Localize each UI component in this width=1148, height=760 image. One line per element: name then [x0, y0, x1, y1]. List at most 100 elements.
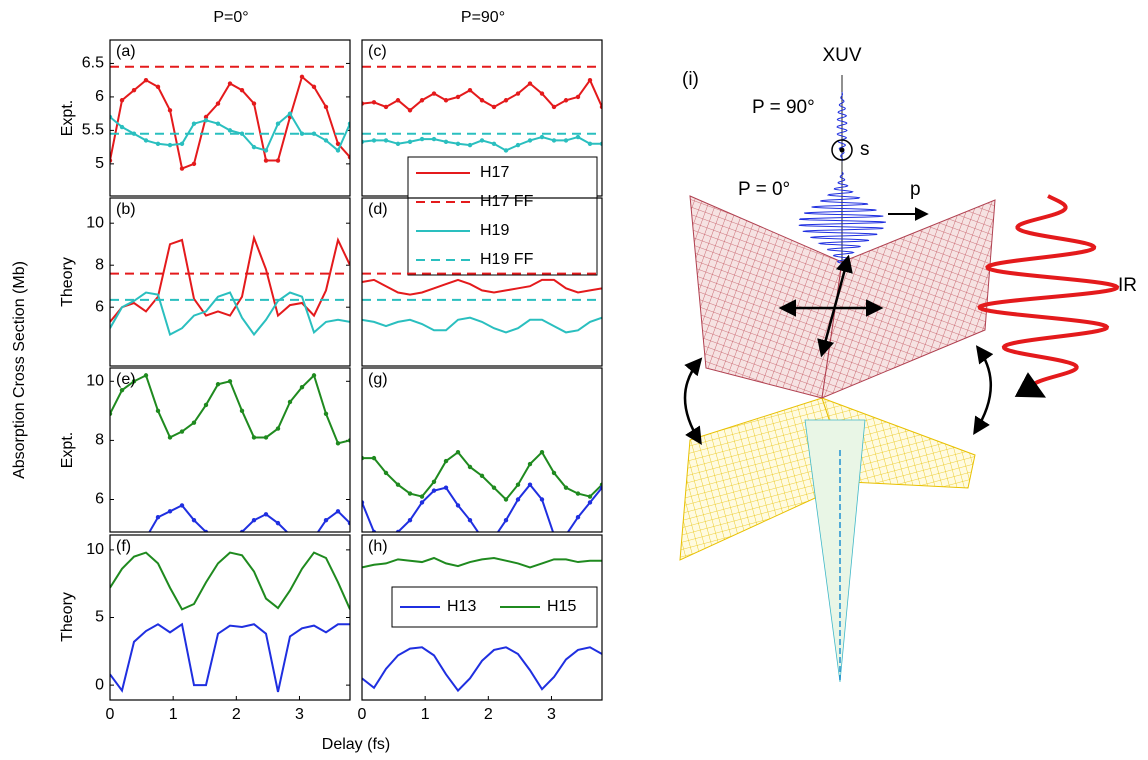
data-point: [407, 139, 413, 144]
data-point: [551, 470, 557, 476]
data-point: [275, 121, 281, 126]
panel-label: (g): [368, 371, 388, 388]
data-point: [251, 101, 257, 106]
panel-label: (b): [116, 201, 136, 218]
data-point: [539, 134, 545, 140]
data-point: [119, 387, 125, 393]
data-point: [228, 542, 232, 546]
data-point: [539, 497, 545, 502]
data-point: [455, 450, 461, 455]
legend-label: H17: [480, 164, 509, 181]
s-symbol-dot: [839, 147, 845, 153]
data-point: [563, 138, 569, 143]
panel-label: (h): [368, 538, 388, 555]
polarization-label: P = 0°: [738, 179, 790, 200]
data-point: [335, 141, 341, 146]
data-point: [251, 435, 257, 440]
x-tick-label: 1: [169, 706, 178, 723]
series-line: [362, 556, 602, 569]
data-point: [167, 509, 173, 514]
panel-frame: [361, 367, 603, 533]
data-point: [216, 539, 220, 543]
panel-frame: [109, 39, 351, 197]
data-point: [479, 473, 485, 479]
data-point: [587, 500, 593, 505]
data-point: [131, 379, 137, 384]
data-point: [167, 108, 173, 113]
data-point: [143, 138, 149, 143]
data-point: [191, 121, 197, 126]
data-point: [335, 148, 341, 153]
plot-area: [110, 234, 350, 337]
polarization-label: P = 90°: [752, 97, 815, 118]
data-point: [395, 98, 401, 103]
data-point: [503, 517, 509, 523]
data-point: [575, 94, 581, 100]
plot-area: [362, 65, 602, 153]
plot-area: [362, 450, 602, 540]
data-point: [515, 91, 521, 96]
y-axis-title: Absorption Cross Section (Mb): [11, 261, 28, 479]
x-tick-label: 3: [295, 706, 304, 723]
data-point: [575, 491, 581, 496]
y-tick-label: 10: [86, 373, 104, 390]
data-point: [480, 536, 484, 540]
column-title: P=0°: [213, 9, 248, 26]
s-symbol: [831, 139, 853, 161]
y-tick-label: 0: [95, 676, 104, 693]
data-point: [527, 482, 533, 487]
data-point: [251, 144, 257, 150]
data-point: [491, 485, 497, 490]
data-point: [575, 515, 581, 520]
data-point: [515, 142, 521, 148]
row-label: Theory: [59, 257, 76, 307]
row-label: Expt.: [59, 100, 76, 136]
series-line: [110, 234, 350, 323]
data-point: [323, 411, 329, 417]
data-point: [215, 121, 221, 126]
data-point: [239, 408, 245, 414]
plot-area: [362, 272, 602, 334]
data-point: [383, 470, 389, 476]
data-point: [335, 441, 341, 446]
legend-label: H15: [547, 598, 576, 615]
data-point: [443, 458, 449, 464]
y-tick-label: 6: [95, 298, 104, 315]
data-point: [455, 141, 461, 146]
data-point: [395, 482, 401, 487]
data-point: [455, 503, 461, 508]
data-point: [479, 98, 485, 103]
data-point: [515, 482, 521, 487]
data-point: [263, 148, 269, 153]
y-tick-label: 10: [86, 214, 104, 231]
data-point: [155, 84, 161, 90]
data-point: [335, 509, 341, 514]
data-point: [503, 497, 509, 502]
funnel: [804, 419, 866, 683]
data-point: [479, 138, 485, 143]
data-point: [587, 77, 593, 83]
data-point: [215, 382, 221, 387]
data-point: [227, 379, 233, 384]
data-point: [179, 166, 185, 171]
data-point: [467, 464, 473, 470]
data-point: [492, 536, 496, 540]
data-point: [563, 485, 569, 490]
data-point: [144, 536, 148, 540]
data-point: [143, 373, 149, 378]
data-point: [299, 131, 305, 136]
data-point: [491, 104, 497, 110]
data-point: [191, 420, 197, 425]
data-point: [251, 517, 257, 523]
data-point: [443, 98, 449, 103]
y-tick-label: 5.5: [82, 122, 104, 139]
data-point: [143, 77, 149, 83]
data-point: [455, 94, 461, 100]
series-line: [110, 622, 350, 693]
panel-label: (c): [368, 43, 387, 60]
data-point: [527, 461, 533, 467]
ir-label: IR: [1118, 275, 1137, 296]
data-point: [275, 426, 281, 431]
